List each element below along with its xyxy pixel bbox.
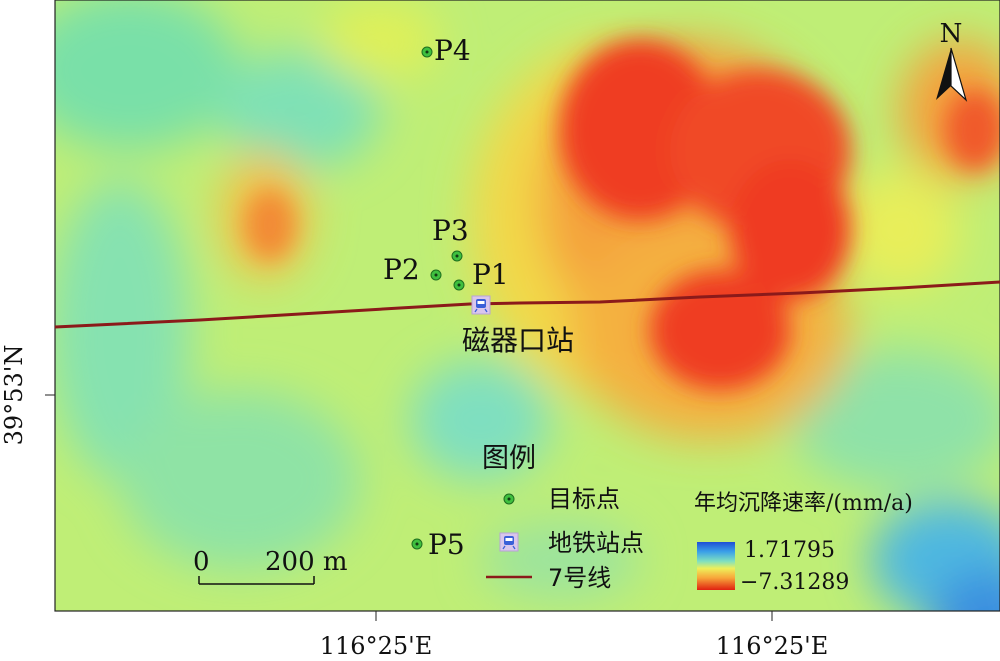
target-point-p3[interactable]: [451, 250, 463, 262]
target-point-p1[interactable]: [453, 279, 465, 291]
line-7: [54, 280, 1000, 329]
target-point-p4[interactable]: [421, 46, 433, 58]
target-point-p2[interactable]: [430, 269, 442, 281]
scale-bar: [198, 576, 315, 585]
legend-title: 图例: [482, 443, 536, 474]
north-arrow-icon: [936, 47, 968, 102]
north-label: N: [940, 19, 963, 49]
color-ramp-min: −7.31289: [740, 570, 849, 595]
p5-label: P5: [428, 528, 465, 561]
color-ramp-title: 年均沉降速率/(mm/a): [694, 491, 913, 516]
p1-label: P1: [472, 258, 509, 291]
p2-label: P2: [383, 253, 420, 286]
legend-item-target: 目标点: [548, 485, 620, 513]
latitude-label: 39°53'N: [0, 345, 28, 446]
subsidence-raster: [55, 0, 1000, 611]
color-ramp-max: 1.71795: [744, 538, 835, 563]
legend-subway-station-icon: [499, 532, 519, 552]
target-point-p5[interactable]: [411, 538, 423, 550]
p4-label: P4: [434, 34, 471, 67]
legend-item-line: 7号线: [548, 564, 611, 592]
legend-target-point-icon: [503, 493, 515, 505]
station-label: 磁器口站: [462, 324, 574, 357]
legend-item-station: 地铁站点: [548, 529, 644, 557]
scale-end-label: 200 m: [265, 547, 348, 577]
p3-label: P3: [432, 214, 469, 247]
color-ramp-swatch: [697, 542, 735, 590]
scale-start-label: 0: [193, 547, 210, 577]
subway-station-icon[interactable]: [471, 295, 491, 315]
longitude-label-2: 116°25'E: [716, 632, 828, 660]
longitude-label-1: 116°25'E: [320, 632, 432, 660]
map-frame: [54, 0, 1000, 612]
